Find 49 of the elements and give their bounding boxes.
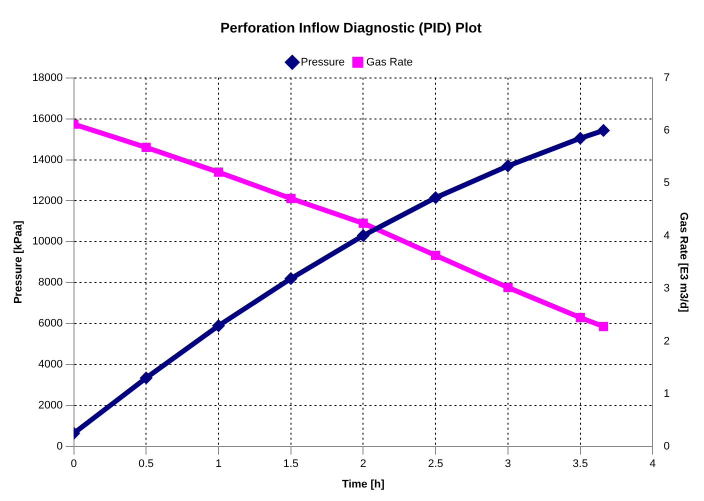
point [213,320,224,332]
x-tick-label: 3 [504,458,512,470]
y-tick-label: 0 [56,440,63,453]
y-tick-label: 10000 [32,236,63,248]
x-tick-label: 4 [650,458,656,470]
y2-tick-label: 4 [664,230,670,242]
y2-tick-label: 2 [664,335,670,348]
point [598,124,609,136]
legend-label: Gas Rate [366,56,413,68]
legend-label: Pressure [300,56,345,68]
point [576,312,585,322]
y2-tick-label: 3 [664,282,670,295]
y-tick-label: 18000 [32,72,63,84]
x-tick-label: 1.5 [283,458,299,470]
point [285,273,296,284]
point [142,142,151,152]
x-tick-label: 0.5 [138,458,154,470]
y2-tick-label: 7 [664,72,670,84]
y-axis-title: Pressure [kPaa] [12,220,25,304]
y-tick-label: 2000 [38,400,63,412]
y-tick-label: 14000 [32,154,63,166]
point [574,132,586,144]
y2-tick-label: 6 [664,124,670,137]
y-tick-label: 16000 [32,112,63,125]
y-tick-label: 8000 [38,276,63,289]
y-tick-label: 12000 [32,194,63,207]
point [140,372,152,384]
x-tick-label: 0 [70,458,77,470]
y-tick-label: 4000 [38,358,63,371]
point [430,192,442,204]
y2-axis-title: Gas Rate [E3 m3/d] [677,212,690,313]
x-tick-label: 1 [215,458,222,470]
y2-tick-label: 1 [664,388,670,400]
point [502,160,514,172]
x-tick-label: 2.5 [428,458,444,470]
chart-title: Perforation Inflow Diagnostic (PID) Plot [220,19,482,36]
point [430,250,440,260]
x-tick-label: 3.5 [572,458,588,470]
y-tick-label: 6000 [38,318,63,330]
point [358,218,368,228]
point [358,230,369,242]
point [598,322,608,332]
y2-tick-label: 5 [664,177,670,190]
point [214,167,224,177]
point [503,282,513,292]
y2-tick-label: 0 [664,440,670,453]
x-axis-title: Time [h] [342,478,385,490]
x-tick-label: 2 [360,458,366,470]
point [286,194,296,204]
